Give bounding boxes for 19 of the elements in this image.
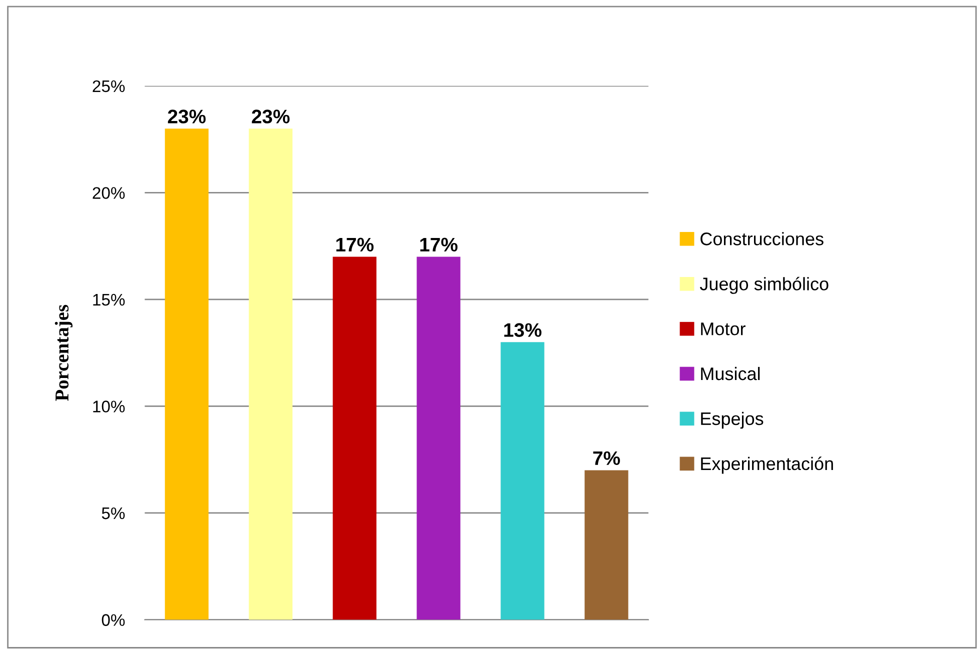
y-tick-label: 25%	[92, 80, 125, 92]
legend-label: Construcciones	[700, 232, 824, 246]
y-tick-label: 0%	[102, 614, 125, 626]
legend-label: Espejos	[701, 412, 764, 429]
legend-label: Musical	[701, 366, 760, 380]
data-label: 7%	[593, 451, 620, 466]
y-tick-label: 15%	[93, 294, 125, 306]
legend-label: Juego simbólico	[700, 276, 828, 294]
y-tick-label: 20%	[92, 187, 125, 199]
y-axis-title: Porcentajes	[54, 304, 72, 401]
data-label: 17%	[336, 238, 374, 252]
legend-label: Experimentación	[701, 456, 833, 474]
data-label: 17%	[420, 238, 458, 252]
y-tick-label: 5%	[102, 507, 125, 520]
data-label: 23%	[168, 110, 206, 124]
data-label: 13%	[504, 323, 542, 337]
y-tick-label: 10%	[93, 400, 125, 412]
data-label: 23%	[252, 110, 290, 124]
legend-label: Motor	[701, 322, 746, 336]
